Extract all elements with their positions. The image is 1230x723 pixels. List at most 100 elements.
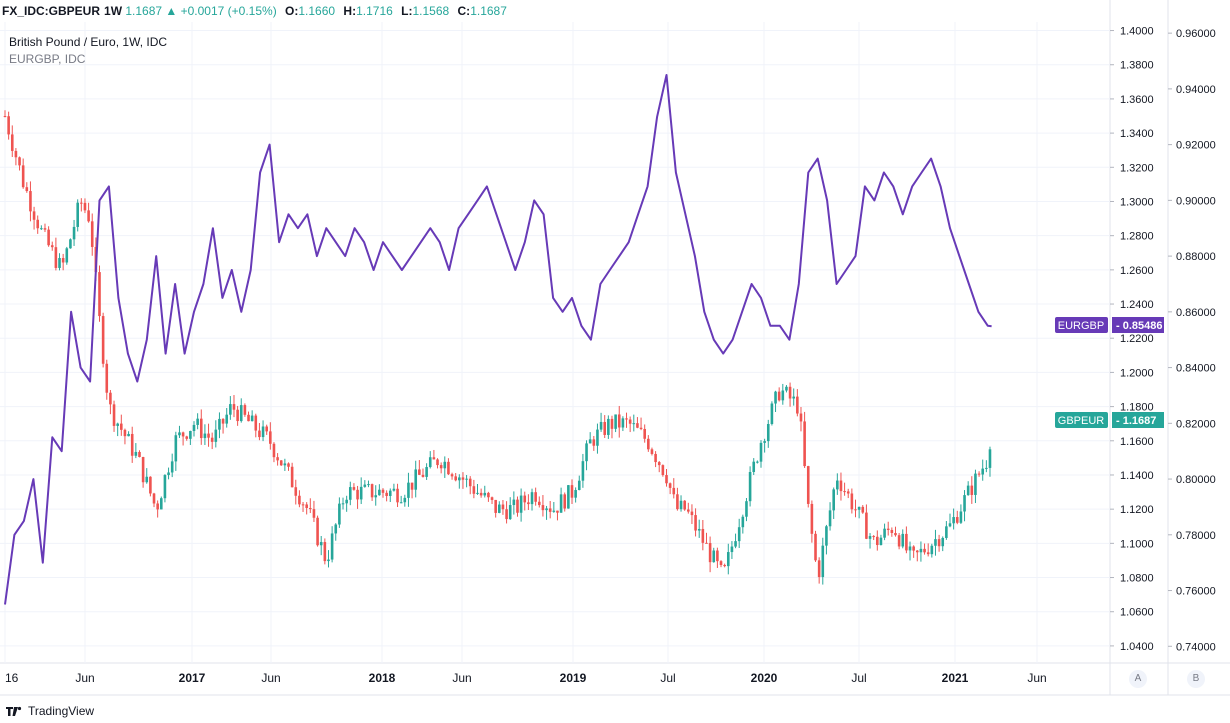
candle-body — [945, 526, 948, 538]
candle-body — [545, 508, 548, 511]
close-value: 1.1687 — [470, 4, 507, 18]
candle-body — [138, 451, 141, 458]
candle-body — [785, 386, 788, 391]
candle-body — [472, 486, 476, 494]
x-tick-label: 2018 — [369, 671, 396, 685]
candle-body — [647, 438, 650, 450]
candle-body — [109, 392, 112, 405]
y-right-tick-label: 0.84000 — [1176, 363, 1216, 375]
candle-body — [120, 423, 123, 430]
legend-compare-series[interactable]: EURGBP, IDC — [9, 52, 86, 66]
eurgbp-price-label: - 0.85486 — [1116, 320, 1162, 332]
candle-body — [959, 511, 963, 523]
candle-body — [276, 457, 279, 461]
candle-body — [934, 539, 937, 546]
candle-body — [14, 150, 18, 158]
candle-body — [817, 560, 821, 578]
candle-body — [908, 546, 912, 551]
log-scale-button[interactable]: B — [1187, 670, 1205, 688]
candle-body — [879, 537, 883, 546]
candle-body — [327, 559, 330, 562]
candle-body — [574, 490, 577, 498]
y-left-tick-label: 1.3600 — [1120, 94, 1154, 106]
x-tick-label: Jun — [1027, 671, 1046, 685]
candle-body — [730, 546, 734, 553]
candle-body — [806, 466, 810, 504]
candle-body — [98, 272, 101, 317]
candle-body — [923, 548, 926, 553]
candle-body — [403, 497, 407, 503]
candle-body — [487, 492, 490, 498]
brand-name: TradingView — [28, 704, 95, 718]
candle-body — [261, 426, 265, 438]
candle-body — [399, 502, 403, 504]
candle-body — [174, 435, 178, 462]
candle-body — [61, 258, 65, 263]
y-left-tick-label: 1.1000 — [1120, 538, 1154, 550]
branding[interactable]: TradingView — [6, 704, 94, 718]
x-tick-label: 2019 — [560, 671, 587, 685]
eurgbp-price-tag — [1112, 317, 1164, 333]
y-left-tick-label: 1.2200 — [1120, 333, 1154, 345]
candle-body — [418, 469, 421, 475]
symbol-name[interactable]: FX_IDC:GBPEUR — [2, 4, 101, 18]
candle-body — [548, 508, 552, 512]
auto-scale-button[interactable]: A — [1129, 670, 1147, 688]
candle-body — [18, 157, 21, 166]
candle-body — [617, 414, 621, 428]
candle-body — [294, 487, 298, 496]
candle-body — [323, 542, 327, 562]
y-left-tick-label: 1.2400 — [1120, 299, 1154, 311]
candle-body — [101, 316, 105, 364]
candle-body — [552, 510, 556, 512]
y-left-tick-label: 1.1600 — [1120, 436, 1154, 448]
candle-body — [490, 497, 494, 500]
candle-body — [83, 202, 87, 211]
candle-body — [759, 442, 763, 462]
candle-body — [269, 431, 272, 444]
candle-body — [716, 550, 719, 562]
candle-body — [585, 443, 588, 462]
gbpeur-price-label: - 1.1687 — [1116, 415, 1156, 427]
candle-body — [865, 512, 868, 539]
low-label: L: — [401, 4, 413, 18]
candle-body — [763, 441, 766, 443]
y-right-tick-label: 0.76000 — [1176, 586, 1216, 598]
candle-body — [90, 221, 94, 247]
candle-body — [625, 418, 628, 420]
candle-body — [886, 528, 890, 530]
legend-main-series[interactable]: British Pound / Euro, 1W, IDC — [9, 35, 168, 49]
y-right-tick-label: 0.92000 — [1176, 140, 1216, 152]
candle-body — [378, 489, 381, 496]
candle-body — [650, 449, 654, 454]
chart-legend: British Pound / Euro, 1W, IDC EURGBP, ID… — [9, 34, 167, 68]
y-left-tick-label: 1.0800 — [1120, 573, 1154, 585]
candle-body — [825, 526, 828, 546]
y-left-tick-label: 1.2600 — [1120, 265, 1154, 277]
candle-body — [876, 536, 879, 546]
candle-body — [981, 468, 985, 475]
candle-body — [385, 492, 388, 496]
candle-body — [828, 510, 832, 527]
candle-body — [309, 508, 312, 510]
candle-body — [363, 484, 367, 487]
candle-body — [821, 545, 825, 578]
y-left-tick-label: 1.0600 — [1120, 607, 1154, 619]
candle-body — [345, 499, 348, 504]
candle-body — [926, 552, 930, 555]
candle-body — [937, 539, 941, 547]
x-tick-label: Jun — [75, 671, 94, 685]
candle-body — [770, 403, 774, 425]
x-tick-label: 2021 — [942, 671, 969, 685]
candle-body — [265, 426, 268, 432]
candle-body — [854, 509, 857, 511]
candle-body — [705, 542, 708, 544]
candle-body — [639, 427, 643, 429]
candle-body — [298, 495, 301, 505]
timeframe[interactable]: 1W — [104, 4, 123, 18]
candle-body — [123, 429, 127, 437]
eurgbp-name-label: EURGBP — [1058, 320, 1104, 332]
candle-body — [872, 536, 875, 538]
y-right-tick-label: 0.96000 — [1176, 28, 1216, 40]
